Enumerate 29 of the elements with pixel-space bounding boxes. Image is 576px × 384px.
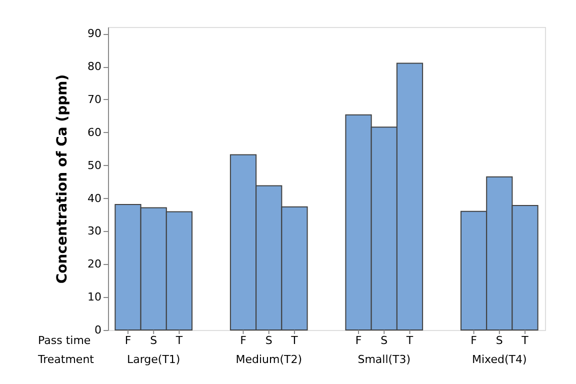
y-tick-label: 90	[88, 27, 102, 40]
x-tick-label: F	[240, 334, 246, 347]
text: Medium(T2)	[236, 353, 302, 366]
x-tick-label: T	[290, 334, 298, 347]
y-tick-label: 10	[88, 290, 102, 304]
y-tick-label: 80	[88, 60, 102, 74]
text: Large(T1)	[126, 353, 180, 366]
y-tick-label: 0	[94, 324, 102, 336]
x-tick-label: T	[405, 334, 414, 347]
x-tick-label: T	[174, 334, 183, 347]
x-tick-label: S	[496, 334, 503, 347]
text: Treatment	[37, 353, 95, 366]
y-tick-label: 70	[88, 92, 102, 106]
y-tick-label: 30	[88, 224, 102, 238]
text: Small(T3)	[358, 353, 411, 366]
x-tick-label: S	[150, 334, 158, 347]
y-tick-label: 40	[88, 192, 102, 205]
x-tick-label: F	[124, 334, 132, 347]
y-tick-label: 60	[88, 126, 102, 139]
x-tick-label: F	[355, 334, 362, 347]
x-tick-label: S	[380, 334, 388, 347]
x-tick-label: S	[265, 334, 272, 347]
x-tick-label: T	[520, 334, 529, 347]
x-tick-label: F	[470, 334, 477, 347]
y-axis-title: Concentration of Ca (ppm)	[54, 74, 71, 284]
text: Mixed(T4)	[472, 353, 527, 366]
x-axis-title: Pass time	[38, 334, 91, 347]
y-tick-label: 20	[88, 258, 102, 271]
y-tick-label: 50	[88, 158, 102, 172]
